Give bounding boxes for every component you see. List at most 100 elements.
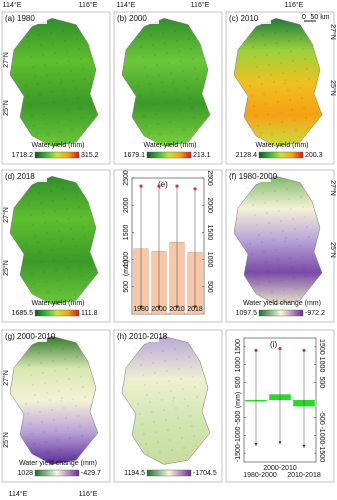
map-texture [294, 228, 296, 230]
map-texture [286, 30, 288, 32]
map-texture [167, 111, 169, 113]
map-texture [148, 450, 150, 452]
graticule-label: 27°N [2, 52, 10, 68]
map-texture [62, 348, 64, 350]
map-texture [298, 294, 300, 296]
map-texture [299, 245, 301, 247]
legend-right: 111.8 [81, 310, 98, 317]
map-texture [190, 366, 192, 368]
map-texture [47, 291, 49, 293]
colorbar [34, 469, 80, 477]
map-texture [79, 425, 81, 427]
map-texture [76, 356, 78, 358]
map-texture [65, 417, 67, 419]
map-texture [147, 453, 149, 455]
map-texture [303, 107, 305, 109]
map-texture [304, 58, 306, 60]
map-texture [305, 275, 307, 277]
graticule-label: 25°N [2, 432, 10, 448]
map-texture [140, 364, 142, 366]
map-texture [69, 437, 71, 439]
graticule-label: 114°E [9, 490, 28, 498]
region-map [9, 336, 99, 465]
map-texture [138, 36, 140, 38]
map-texture [37, 83, 39, 85]
map-texture [150, 34, 152, 36]
map-texture [24, 134, 26, 136]
graticule-label: 27°N [329, 180, 337, 196]
max-point [278, 347, 282, 351]
map-texture [182, 70, 184, 72]
map-texture [58, 390, 60, 392]
map-texture [24, 452, 26, 454]
panel-label: (b) 2000 [117, 14, 147, 23]
map-texture [152, 44, 154, 46]
map-texture [166, 52, 168, 54]
graticule-label: 114°E [3, 1, 22, 9]
map-texture [176, 40, 178, 42]
map-texture [146, 76, 148, 78]
map-texture [146, 394, 148, 396]
map-texture [83, 127, 85, 129]
map-texture [60, 240, 62, 242]
y2-tick-label: -500 [318, 411, 325, 425]
map-texture [178, 368, 180, 370]
map-texture [273, 81, 275, 83]
graticule-label: 50 km [310, 14, 329, 21]
map-texture [287, 89, 289, 91]
map-texture [188, 356, 190, 358]
map-texture [136, 134, 138, 136]
map-texture [292, 60, 294, 62]
legend-left: 1685.5 [12, 310, 34, 317]
map-texture [278, 210, 280, 212]
map-texture [255, 115, 257, 117]
map-texture [46, 232, 48, 234]
map-texture [296, 238, 298, 240]
map-texture [78, 48, 80, 50]
map-texture [262, 192, 264, 194]
map-texture [158, 74, 160, 76]
map-texture [58, 72, 60, 74]
panel-label: (i) [270, 340, 277, 349]
map-texture [285, 79, 287, 81]
map-texture [144, 66, 146, 68]
min-arrow [193, 305, 197, 309]
map-texture [176, 358, 178, 360]
map-texture [84, 78, 86, 80]
map-texture [249, 85, 251, 87]
map-texture [257, 283, 259, 285]
map-texture [161, 81, 163, 83]
graticule-label: 116°E [79, 1, 98, 9]
map-texture [270, 232, 272, 234]
max-point [139, 184, 143, 188]
map-texture [71, 287, 73, 289]
map-texture [65, 257, 67, 259]
map-texture [280, 220, 282, 222]
map-texture [35, 135, 37, 137]
panel-frame [113, 169, 223, 323]
region-map [233, 176, 323, 305]
map-texture [286, 188, 288, 190]
map-texture [278, 52, 280, 54]
map-texture [42, 54, 44, 56]
map-texture [194, 386, 196, 388]
map-texture [52, 360, 54, 362]
map-texture [303, 265, 305, 267]
map-texture [33, 443, 35, 445]
map-texture [148, 132, 150, 134]
map-texture [308, 236, 310, 238]
map-texture [70, 388, 72, 390]
map-texture [56, 62, 58, 64]
map-texture [170, 390, 172, 392]
y-axis-title: (mm) [123, 260, 130, 276]
map-texture [263, 93, 265, 95]
map-texture [161, 399, 163, 401]
map-texture [76, 196, 78, 198]
map-texture [59, 289, 61, 291]
map-texture [254, 56, 256, 58]
map-texture [49, 399, 51, 401]
panel-label: (d) 2018 [5, 172, 35, 181]
map-texture [29, 263, 31, 265]
y-axis-title: (mm) [235, 392, 242, 408]
legend-right: -429.7 [81, 470, 101, 477]
